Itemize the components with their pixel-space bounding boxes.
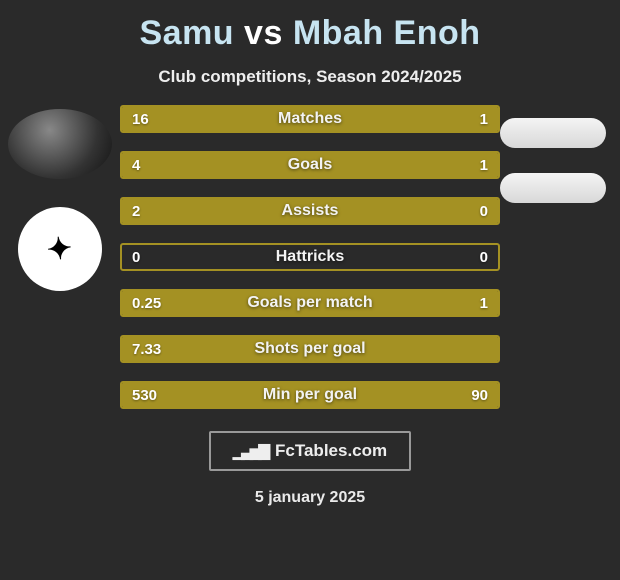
stat-label: Hattricks [122,248,498,266]
opponent-club-pill [500,173,606,203]
comparison-card: Samu vs Mbah Enoh Club competitions, Sea… [0,0,620,507]
stat-row: 7.33Shots per goal [120,335,500,363]
left-avatars: ✦ [0,105,120,409]
brand-badge[interactable]: ▁▃▅▇ FcTables.com [209,431,411,471]
stat-label: Matches [122,110,498,128]
title-player1: Samu [139,14,234,52]
title-vs: vs [244,14,283,52]
stat-label: Goals per match [122,294,498,312]
footer-date: 5 january 2025 [255,489,365,507]
title-player2: Mbah Enoh [293,14,481,52]
brand-icon: ▁▃▅▇ [233,442,267,460]
stat-row: 20Assists [120,197,500,225]
player-avatar [8,109,112,179]
stat-label: Shots per goal [122,340,498,358]
stat-label: Assists [122,202,498,220]
subtitle: Club competitions, Season 2024/2025 [158,67,461,87]
stat-row: 53090Min per goal [120,381,500,409]
right-club-pills [500,118,610,203]
opponent-club-pill [500,118,606,148]
page-title: Samu vs Mbah Enoh [139,14,480,53]
stat-label: Goals [122,156,498,174]
club-mark-icon: ✦ [46,230,75,267]
club-crest: ✦ [18,207,102,291]
stat-row: 161Matches [120,105,500,133]
stat-row: 00Hattricks [120,243,500,271]
stat-row: 41Goals [120,151,500,179]
brand-label: FcTables.com [275,441,387,461]
stat-row: 0.251Goals per match [120,289,500,317]
stat-label: Min per goal [122,386,498,404]
